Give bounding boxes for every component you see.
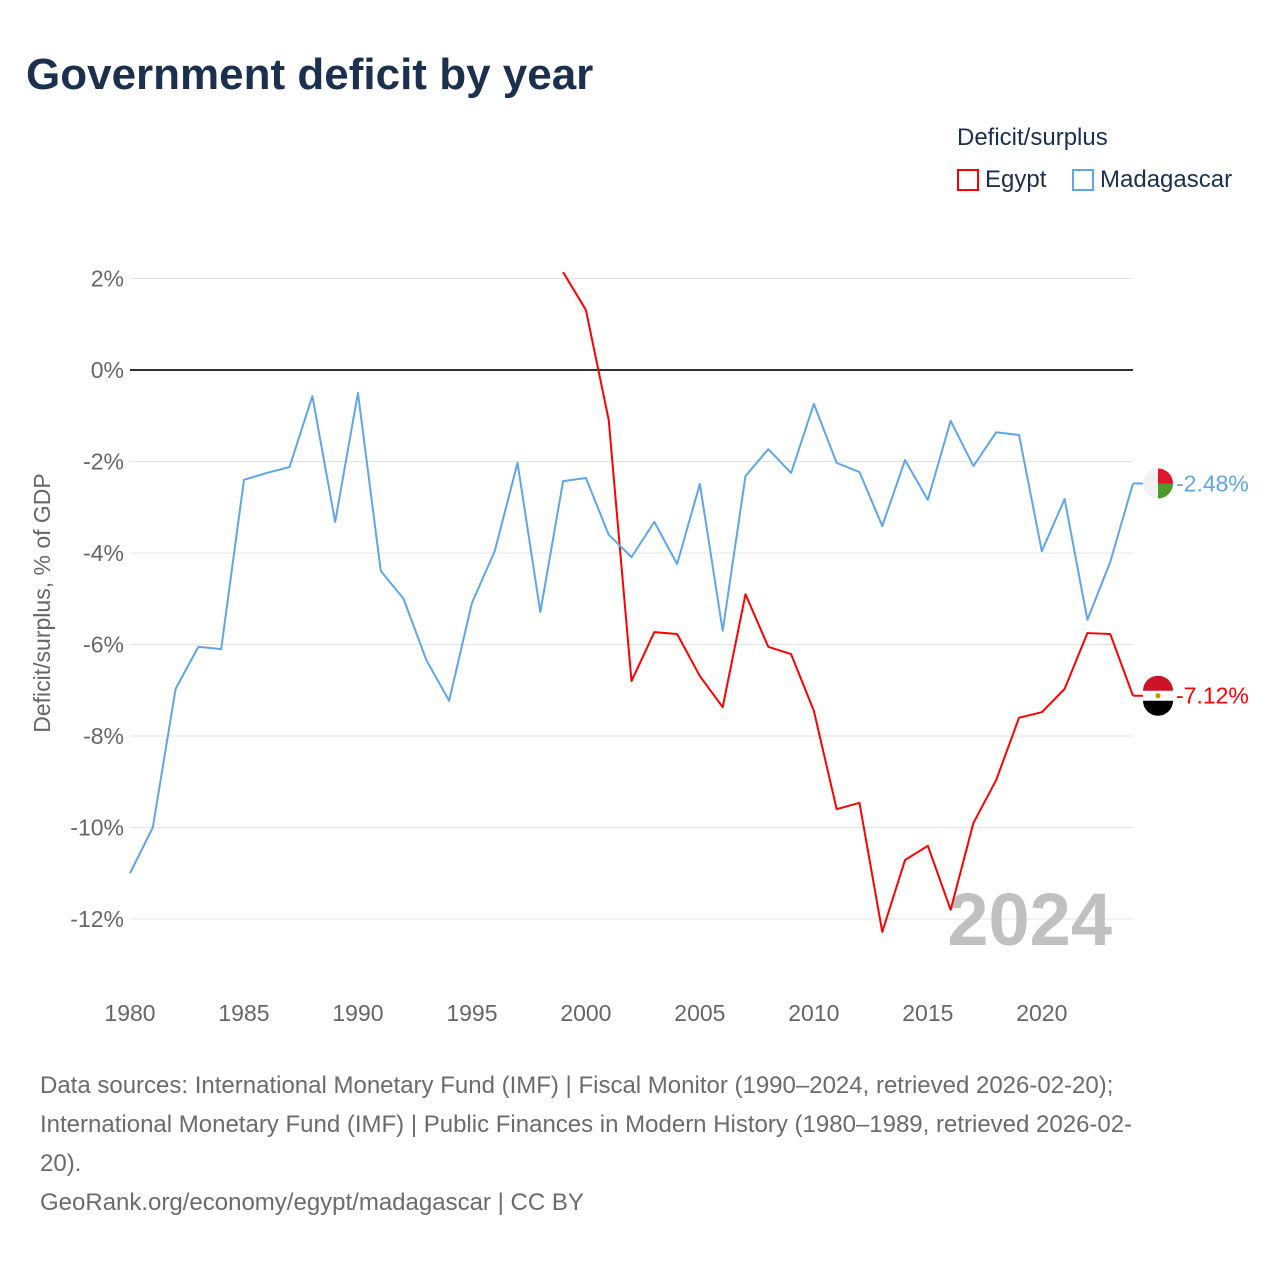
end-labels: -7.12% -2.48%	[1133, 468, 1249, 716]
legend-swatch-madagascar	[1072, 169, 1094, 191]
series-lines	[129, 271, 1134, 933]
y-tick-labels: 2% 0% -2% -4% -6% -8% -10% -12%	[70, 266, 124, 933]
year-watermark: 2024	[947, 878, 1112, 961]
madagascar-flag-icon	[1143, 468, 1173, 499]
y-tick-label: -10%	[70, 815, 124, 841]
x-tick-label: 2020	[1016, 1000, 1067, 1026]
legend-item-egypt[interactable]: Egypt	[957, 166, 1046, 194]
y-tick-label: -12%	[70, 906, 124, 932]
flag-green	[1158, 483, 1173, 499]
flag-black-band	[1143, 700, 1173, 716]
y-axis-label: Deficit/surplus, % of GDP	[29, 473, 55, 732]
series-line-madagascar	[129, 391, 1134, 874]
legend-item-madagascar[interactable]: Madagascar	[1072, 166, 1232, 194]
sources-line-1: Data sources: International Monetary Fun…	[40, 1072, 1114, 1099]
x-tick-label: 1980	[104, 1000, 155, 1026]
x-tick-labels: 1980 1985 1990 1995 2000 2005 2010 2015 2020	[104, 1000, 1067, 1026]
egypt-flag-icon	[1143, 675, 1173, 716]
y-tick-label: -6%	[83, 632, 124, 658]
series-line-egypt	[562, 271, 1134, 933]
end-value-label: -7.12%	[1176, 683, 1249, 709]
flag-red	[1158, 468, 1173, 484]
gridlines	[130, 278, 1133, 920]
x-tick-label: 2005	[674, 1000, 725, 1026]
x-tick-label: 2000	[560, 1000, 611, 1026]
credit-link[interactable]: GeoRank.org/economy/egypt/madagascar | C…	[40, 1189, 584, 1216]
x-tick-label: 2010	[788, 1000, 839, 1026]
y-tick-label: -8%	[83, 723, 124, 749]
y-tick-label: 0%	[91, 357, 124, 383]
sources-line-3: 20).	[40, 1150, 82, 1177]
y-tick-label: -2%	[83, 449, 124, 475]
x-tick-label: 1995	[446, 1000, 497, 1026]
flag-eagle	[1155, 693, 1161, 699]
footer: Data sources: International Monetary Fun…	[40, 1066, 1240, 1222]
y-tick-label: 2%	[91, 266, 124, 292]
sources-line-2: International Monetary Fund (IMF) | Publ…	[40, 1111, 1133, 1138]
y-tick-label: -4%	[83, 540, 124, 566]
x-tick-label: 1985	[218, 1000, 269, 1026]
x-tick-label: 2015	[902, 1000, 953, 1026]
legend-title: Deficit/surplus	[957, 124, 1108, 151]
line-chart: 2% 0% -2% -4% -6% -8% -10% -12% 1980 1985 1990 199…	[29, 266, 1249, 1027]
chart-title: Government deficit by year	[26, 50, 594, 99]
x-tick-label: 1990	[332, 1000, 383, 1026]
legend-swatch-egypt	[957, 169, 979, 191]
flag-red-band	[1143, 675, 1173, 691]
legend-label-egypt: Egypt	[985, 166, 1047, 193]
legend-label-madagascar: Madagascar	[1100, 166, 1233, 193]
end-value-label: -2.48%	[1176, 470, 1249, 496]
